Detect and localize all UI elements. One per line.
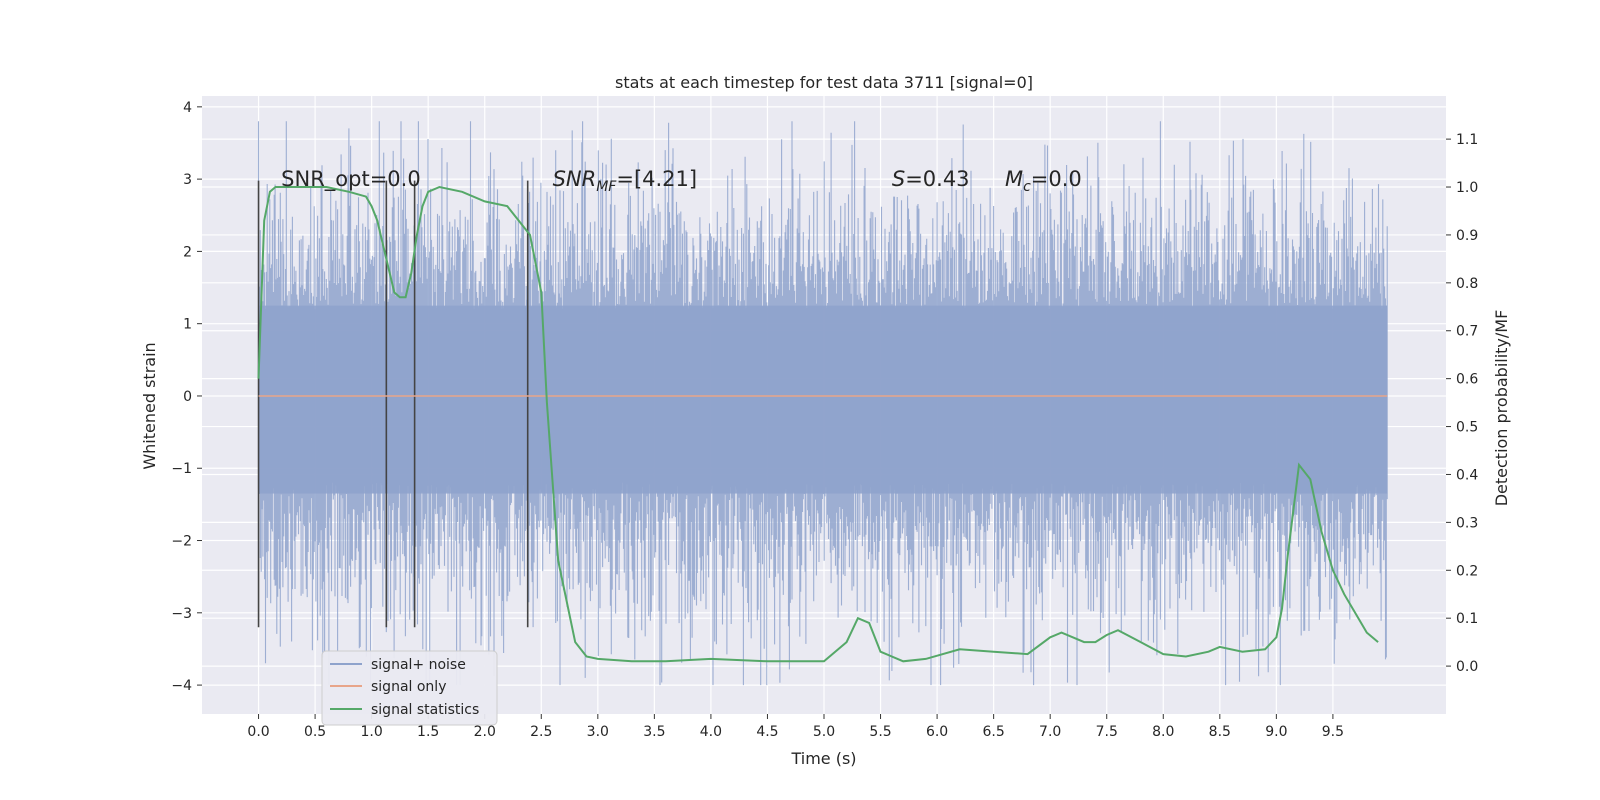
annotation-0: SNR_opt=0.0 — [281, 167, 421, 192]
x-tick-label: 2.0 — [474, 724, 496, 740]
noise-core-band — [258, 305, 1388, 494]
y2-tick-label: 0.2 — [1456, 563, 1478, 579]
x-tick-label: 6.5 — [983, 724, 1005, 740]
y-tick-label: 1 — [183, 317, 192, 333]
x-tick-label: 2.5 — [530, 724, 552, 740]
y-tick-label: −3 — [171, 606, 192, 622]
y-tick-label: −2 — [171, 534, 192, 550]
x-tick-label: 4.5 — [756, 724, 778, 740]
y-axis-label: Whitened strain — [140, 342, 159, 469]
x-tick-label: 7.0 — [1039, 724, 1061, 740]
x-tick-label: 5.0 — [813, 724, 835, 740]
annotation-2: S=0.43 — [892, 167, 970, 191]
y-tick-label: 0 — [183, 389, 192, 405]
y2-tick-label: 0.1 — [1456, 611, 1478, 627]
y-tick-label: −1 — [171, 461, 192, 477]
annotation-3: Mc=0.0 — [1005, 167, 1082, 195]
y-tick-label: 4 — [183, 100, 192, 116]
chart-title: stats at each timestep for test data 371… — [615, 73, 1033, 92]
x-axis-ticks: 0.0 0.5 1.0 1.5 2.0 2.5 3.0 3.5 4.0 4.5 5.0 5.5 6.0 6… — [247, 714, 1344, 740]
x-tick-label: 4.0 — [700, 724, 722, 740]
legend-label-stats: signal statistics — [371, 702, 479, 718]
y-tick-label: 3 — [183, 172, 192, 188]
x-tick-label: 1.0 — [361, 724, 383, 740]
x-tick-label: 0.0 — [247, 724, 269, 740]
x-tick-label: 9.0 — [1265, 724, 1287, 740]
y2-axis-ticks: 0.0 0.1 0.2 0.3 0.4 0.5 0.6 0.7 0.8 0.9 1.0 1.1 — [1446, 132, 1478, 675]
legend-label-signal: signal only — [371, 679, 446, 695]
y-tick-label: −4 — [171, 678, 192, 694]
y2-axis-label: Detection probability/MF — [1492, 310, 1511, 507]
annotations: SNR_opt=0.0 SNRMF=[4.21] S=0.43 Mc=0.0 — [281, 167, 1082, 195]
y2-tick-label: 0.7 — [1456, 324, 1478, 340]
signal-statistics-line — [257, 185, 1379, 663]
y-axis-ticks: −4 −3 −2 −1 0 1 2 3 4 — [171, 100, 202, 694]
y2-tick-label: 1.1 — [1456, 132, 1478, 148]
signal-noise-series — [257, 121, 1388, 686]
x-tick-label: 6.0 — [926, 724, 948, 740]
y2-tick-label: 1.0 — [1456, 180, 1478, 196]
y2-tick-label: 0.5 — [1456, 420, 1478, 436]
legend-label-noise: signal+ noise — [371, 657, 466, 673]
y2-tick-label: 0.6 — [1456, 372, 1478, 388]
y2-tick-label: 0.4 — [1456, 467, 1478, 483]
x-tick-label: 8.0 — [1152, 724, 1174, 740]
y2-tick-label: 0.9 — [1456, 228, 1478, 244]
y2-tick-label: 0.8 — [1456, 276, 1478, 292]
x-tick-label: 1.5 — [417, 724, 439, 740]
y-tick-label: 2 — [183, 244, 192, 260]
signal-statistics-series — [257, 185, 1379, 663]
x-tick-label: 3.5 — [643, 724, 665, 740]
x-tick-label: 7.5 — [1096, 724, 1118, 740]
legend: signal+ noise signal only signal statist… — [321, 650, 498, 726]
y2-tick-label: 0.0 — [1456, 659, 1478, 675]
x-tick-label: 5.5 — [869, 724, 891, 740]
legend-box — [321, 650, 498, 726]
x-tick-label: 0.5 — [304, 724, 326, 740]
x-tick-label: 3.0 — [587, 724, 609, 740]
x-axis-label: Time (s) — [790, 749, 856, 768]
y2-tick-label: 0.3 — [1456, 515, 1478, 531]
x-tick-label: 9.5 — [1322, 724, 1344, 740]
annotation-1: SNRMF=[4.21] — [553, 167, 698, 195]
x-tick-label: 8.5 — [1209, 724, 1231, 740]
